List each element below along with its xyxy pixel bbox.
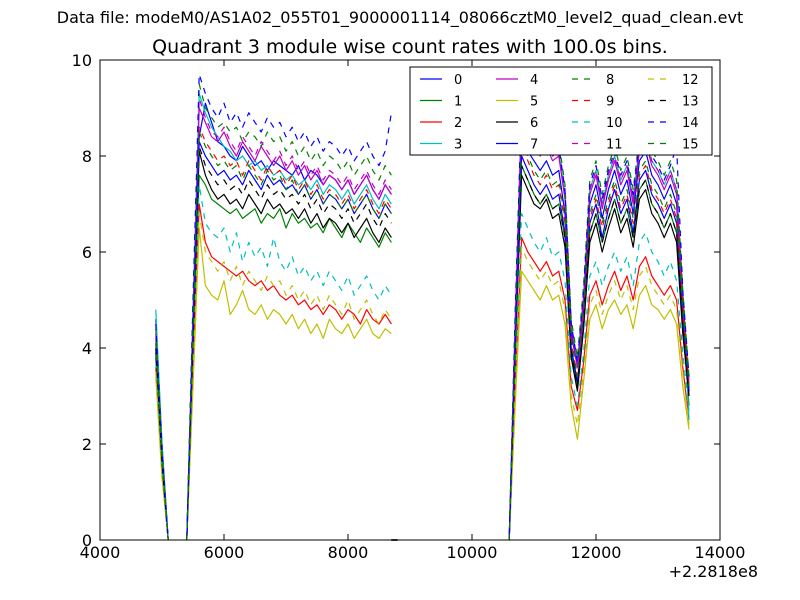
legend-entry-6: 6 — [496, 116, 538, 131]
series-10 — [155, 184, 690, 541]
legend-label: 5 — [530, 95, 538, 110]
legend-label: 9 — [606, 95, 614, 110]
series-line-15 — [155, 343, 169, 541]
series-line-5 — [186, 227, 392, 541]
series-line-14 — [155, 323, 169, 541]
series-line-6 — [186, 150, 392, 541]
legend-entry-5: 5 — [496, 95, 538, 110]
y-tick-label: 6 — [82, 243, 92, 262]
series-line-10 — [508, 213, 690, 541]
legend-label: 15 — [682, 138, 699, 153]
series-2 — [155, 203, 690, 541]
series-line-13 — [186, 145, 392, 541]
series-line-7 — [186, 141, 392, 541]
series-line-8 — [508, 97, 690, 541]
legend-entry-13: 13 — [648, 95, 699, 110]
legend-entry-10: 10 — [572, 116, 623, 131]
legend-label: 8 — [606, 73, 614, 88]
series-11 — [155, 97, 690, 541]
series-line-8 — [186, 83, 392, 541]
x-tick-label: 12000 — [571, 543, 622, 562]
series-line-0 — [508, 136, 690, 541]
x-axis-offset-label: +2.2818e8 — [668, 562, 758, 581]
legend-label: 13 — [682, 95, 699, 110]
legend-entry-8: 8 — [572, 73, 614, 88]
series-1 — [155, 165, 690, 541]
x-tick-label: 8000 — [328, 543, 369, 562]
y-tick-label: 8 — [82, 147, 92, 166]
legend-label: 1 — [454, 95, 462, 110]
legend-entry-1: 1 — [420, 95, 462, 110]
y-tick-label: 0 — [82, 531, 92, 550]
series-line-15 — [186, 131, 392, 541]
legend-entry-7: 7 — [496, 138, 538, 153]
series-lines — [155, 73, 690, 541]
series-line-9 — [186, 126, 392, 541]
series-line-4 — [186, 107, 392, 541]
chart-title: Quadrant 3 module wise count rates with … — [152, 36, 668, 58]
series-line-6 — [508, 174, 690, 541]
figure-suptitle: Data file: modeM0/AS1A02_055T01_90000011… — [56, 8, 744, 27]
legend-label: 4 — [530, 73, 538, 88]
x-tick-label: 10000 — [447, 543, 498, 562]
legend-entry-14: 14 — [648, 116, 699, 131]
legend-label: 3 — [454, 138, 462, 153]
series-15 — [155, 131, 690, 541]
legend-entry-2: 2 — [420, 116, 462, 131]
y-tick-label: 4 — [82, 339, 92, 358]
legend-entry-0: 0 — [420, 73, 462, 88]
series-line-1 — [508, 165, 690, 541]
series-0 — [155, 102, 690, 541]
series-line-14 — [186, 73, 392, 541]
series-line-1 — [186, 174, 392, 541]
legend-label: 7 — [530, 138, 538, 153]
series-line-9 — [508, 145, 690, 541]
axes-frame — [99, 59, 721, 541]
legend-label: 0 — [454, 73, 462, 88]
legend-entry-9: 9 — [572, 95, 614, 110]
series-line-7 — [508, 155, 690, 541]
legend-entry-4: 4 — [496, 73, 538, 88]
y-tick-label: 2 — [82, 435, 92, 454]
legend-entry-3: 3 — [420, 138, 462, 153]
x-tick-label: 6000 — [204, 543, 245, 562]
legend-label: 10 — [606, 116, 623, 131]
legend-label: 12 — [682, 73, 699, 88]
legend-entry-15: 15 — [648, 138, 699, 153]
series-line-12 — [508, 246, 690, 541]
series-line-10 — [186, 184, 392, 541]
series-line-11 — [508, 107, 690, 541]
series-3 — [155, 92, 690, 541]
series-line-5 — [508, 270, 690, 541]
y-tick-label: 10 — [72, 51, 92, 70]
x-tick-label: 4000 — [80, 543, 121, 562]
series-line-3 — [186, 92, 392, 541]
series-line-11 — [186, 97, 392, 541]
legend-label: 11 — [606, 138, 623, 153]
legend-entry-11: 11 — [572, 138, 623, 153]
series-line-0 — [186, 102, 392, 541]
legend-label: 6 — [530, 116, 538, 131]
series-line-2 — [186, 203, 392, 541]
x-tick-label: 14000 — [695, 543, 746, 562]
series-line-13 — [155, 347, 169, 541]
series-line-4 — [508, 112, 690, 541]
legend-box — [409, 66, 713, 156]
series-12 — [155, 213, 690, 541]
legend-entry-12: 12 — [648, 73, 699, 88]
legend-label: 14 — [682, 116, 699, 131]
legend-label: 2 — [454, 116, 462, 131]
series-line-2 — [508, 237, 690, 541]
